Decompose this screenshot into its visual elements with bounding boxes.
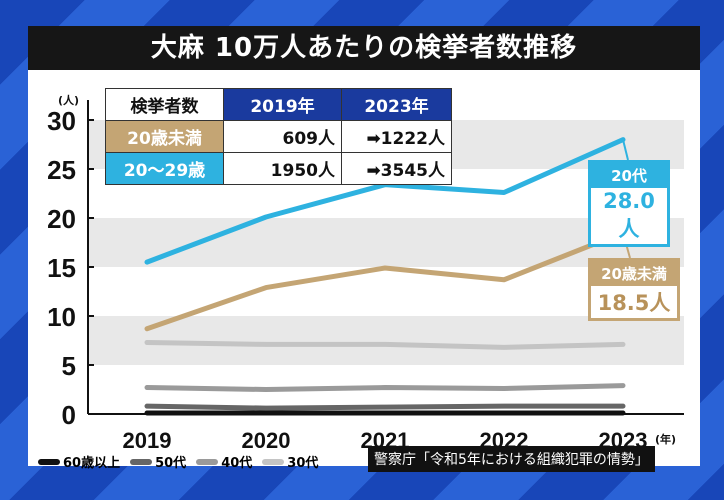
legend-label: 60歳以上 [63,456,121,471]
legend-item: 30代 [262,452,318,471]
grid-band [88,218,684,267]
chart-title: 大麻 10万人あたりの検挙者数推移 [28,26,700,70]
legend-swatch [196,458,219,465]
legend-label: 30代 [287,456,319,471]
callout-label: 20代 [591,163,667,188]
legend-label: 40代 [221,456,253,471]
callout-twenties: 20代 28.0人 [588,160,670,247]
grid-band [88,316,684,365]
y-tick-label: 25 [47,155,76,185]
y-tick-label: 5 [62,351,76,381]
legend-item: 60歳以上 [38,452,120,471]
legend-item: 50代 [130,452,186,471]
row-label: 20〜29歳 [105,152,224,185]
summary-table: 検挙者数 2019年 2023年 20歳未満 609人 ➡1222人 20〜29… [105,88,452,185]
callout-value: 18.5人 [597,291,671,315]
y-tick-label: 0 [62,400,76,430]
legend-item: 40代 [196,452,252,471]
y-tick-label: 30 [47,106,76,136]
table-header: 2019年 [223,88,342,121]
y-tick-label: 20 [47,204,76,234]
callout-under20: 20歳未満 18.5人 [588,258,680,321]
callout-pointer [622,139,629,161]
table-header-row: 検挙者数 2019年 2023年 [105,88,452,121]
cell: 609人 [223,120,342,153]
x-tick-label: 2020 [242,428,291,453]
table-row: 20歳未満 609人 ➡1222人 [105,120,452,153]
table-row: 20〜29歳 1950人 ➡3545人 [105,152,452,185]
y-axis-unit: (人) [58,93,79,107]
legend-swatch [130,458,153,465]
cell: ➡1222人 [341,120,452,153]
row-label: 20歳未満 [105,120,224,153]
legend-swatch [38,458,60,465]
callout-label: 20歳未満 [591,261,677,286]
legend-label: 50代 [155,456,187,471]
legend: 60歳以上 50代 40代 30代 [38,452,318,471]
table-header: 2023年 [341,88,452,121]
cell: ➡3545人 [341,152,452,185]
legend-swatch [262,458,285,465]
table-header: 検挙者数 [105,88,224,121]
source-caption: 警察庁「令和5年における組織犯罪の情勢」 [368,446,655,472]
x-tick-label: 2019 [123,428,172,453]
y-tick-label: 15 [47,253,76,283]
x-axis-unit: (年) [655,432,676,446]
cell: 1950人 [223,152,342,185]
y-tick-label: 10 [47,302,76,332]
callout-value: 28.0人 [603,189,655,241]
